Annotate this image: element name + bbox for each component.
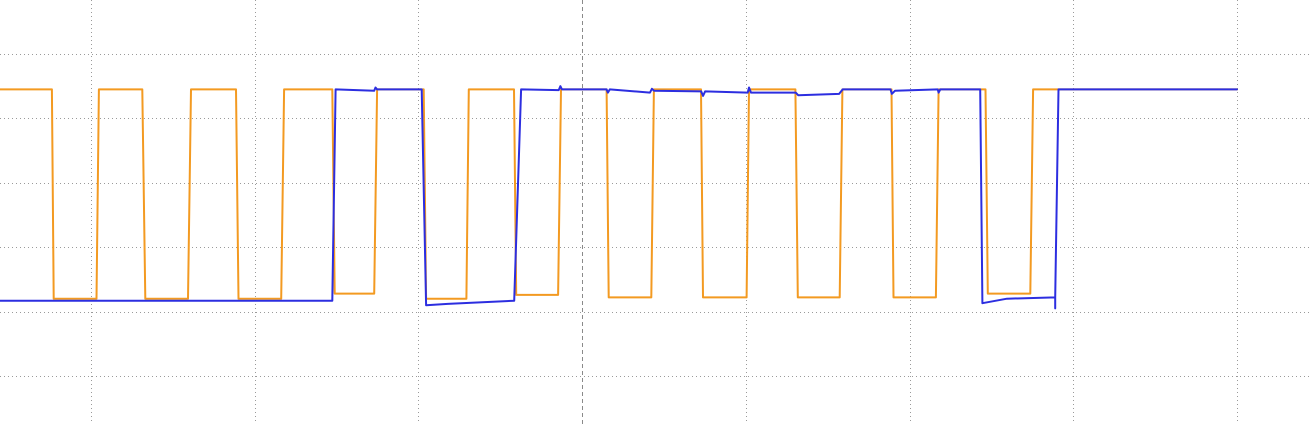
traces — [0, 85, 1238, 310]
channel-1-trace — [0, 88, 1238, 300]
channel-2-trace — [0, 85, 1238, 310]
